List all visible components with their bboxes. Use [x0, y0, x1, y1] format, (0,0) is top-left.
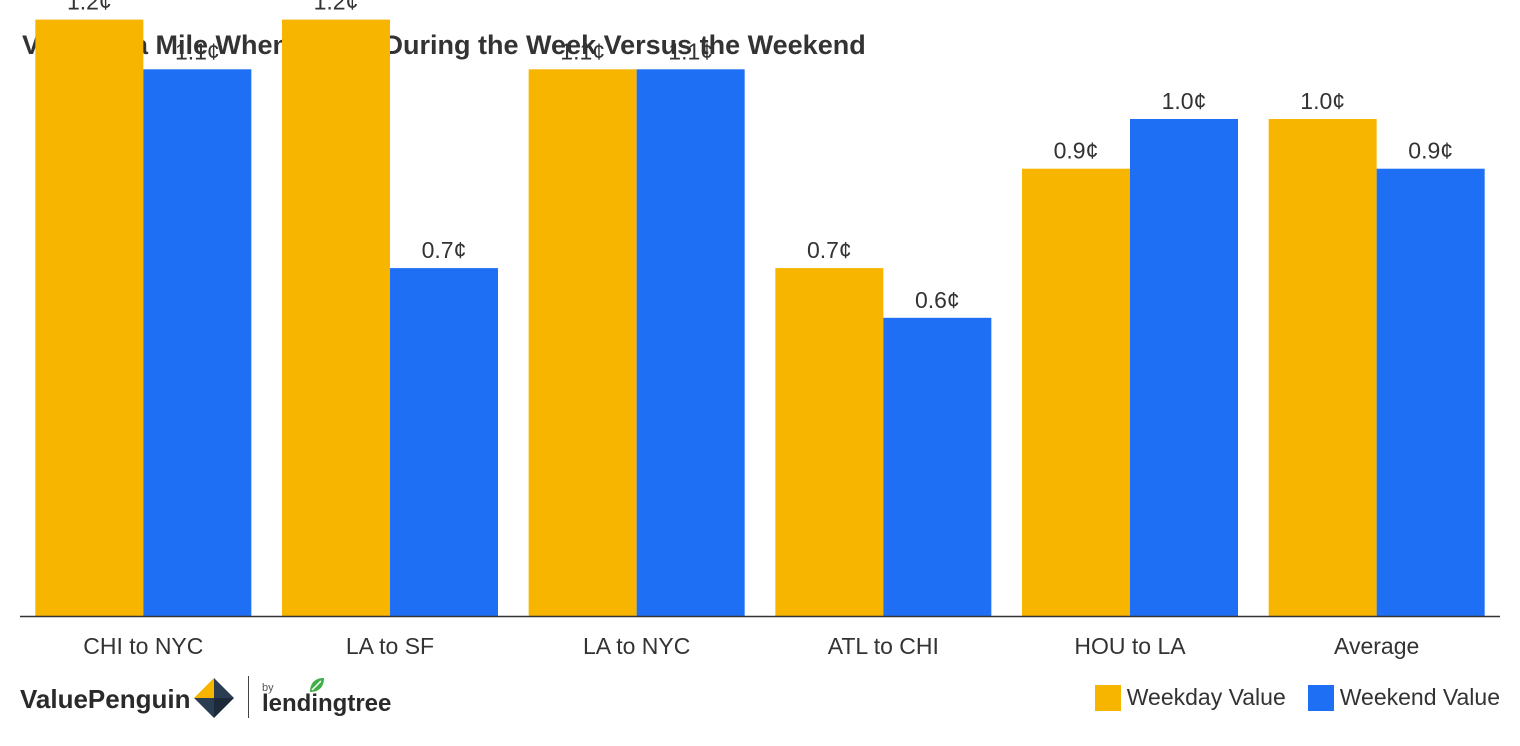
bar-weekend-hou-to-la	[1130, 119, 1238, 616]
x-tick-label: Average	[1334, 633, 1419, 659]
data-label-weekday-average: 1.0¢	[1300, 88, 1345, 114]
legend-swatch-weekday	[1094, 684, 1121, 711]
valuepenguin-logo-icon	[194, 678, 234, 718]
bar-weekday-chi-to-nyc	[35, 19, 144, 617]
bar-weekday-la-to-sf	[282, 19, 390, 617]
legend-label-weekday: Weekday Value	[1126, 684, 1286, 710]
bar-chart: 1.2¢ 1.1¢ CHI to NYC 1.2¢ 0.7¢ LA to SF 1.1¢ 1.…	[20, 0, 1500, 659]
brand-divider	[248, 676, 249, 718]
brand-valuepenguin: ValuePenguin	[20, 684, 191, 714]
x-tick-label: LA to SF	[346, 633, 434, 659]
data-label-weekday-la-to-sf: 1.2¢	[314, 0, 359, 15]
chart-title: Value of a Mile When Flying During the W…	[22, 30, 866, 60]
x-tick-label: LA to NYC	[583, 633, 690, 659]
data-label-weekday-atl-to-chi: 0.7¢	[807, 237, 852, 263]
legend-item-weekday: Weekday Value	[1094, 684, 1286, 711]
data-label-weekend-la-to-nyc: 1.1¢	[668, 38, 713, 64]
brand-lendingtree: lendingtree	[262, 690, 392, 717]
lendingtree-leaf-icon	[310, 678, 324, 692]
bar-weekday-atl-to-chi	[775, 268, 884, 616]
data-label-weekday-la-to-nyc: 1.1¢	[560, 38, 605, 64]
data-label-weekend-hou-to-la: 1.0¢	[1162, 88, 1207, 114]
bar-weekend-chi-to-nyc	[143, 69, 252, 617]
data-label-weekend-average: 0.9¢	[1408, 138, 1453, 164]
x-tick-label: ATL to CHI	[828, 633, 939, 659]
bar-weekend-average	[1376, 168, 1485, 616]
data-label-weekend-la-to-sf: 0.7¢	[422, 237, 467, 263]
data-label-weekend-chi-to-nyc: 1.1¢	[175, 38, 220, 64]
data-label-weekend-atl-to-chi: 0.6¢	[915, 287, 960, 313]
brand-logo: ValuePenguin by lendingtree	[20, 674, 400, 724]
legend-swatch-weekend	[1307, 684, 1334, 711]
bar-weekend-atl-to-chi	[883, 317, 992, 616]
x-tick-label: CHI to NYC	[83, 633, 203, 659]
legend-item-weekend: Weekend Value	[1307, 684, 1500, 711]
bar-weekday-hou-to-la	[1022, 168, 1130, 616]
bar-weekday-average	[1268, 119, 1377, 616]
bar-weekend-la-to-nyc	[636, 69, 745, 617]
bar-weekend-la-to-sf	[390, 268, 498, 616]
brand-by: by	[262, 682, 274, 694]
data-label-weekday-chi-to-nyc: 1.2¢	[67, 0, 112, 15]
legend: Weekday Value Weekend Value	[1073, 684, 1500, 711]
bar-weekday-la-to-nyc	[528, 69, 637, 617]
x-tick-label: HOU to LA	[1074, 633, 1186, 659]
data-label-weekday-hou-to-la: 0.9¢	[1054, 138, 1099, 164]
legend-label-weekend: Weekend Value	[1339, 684, 1500, 710]
